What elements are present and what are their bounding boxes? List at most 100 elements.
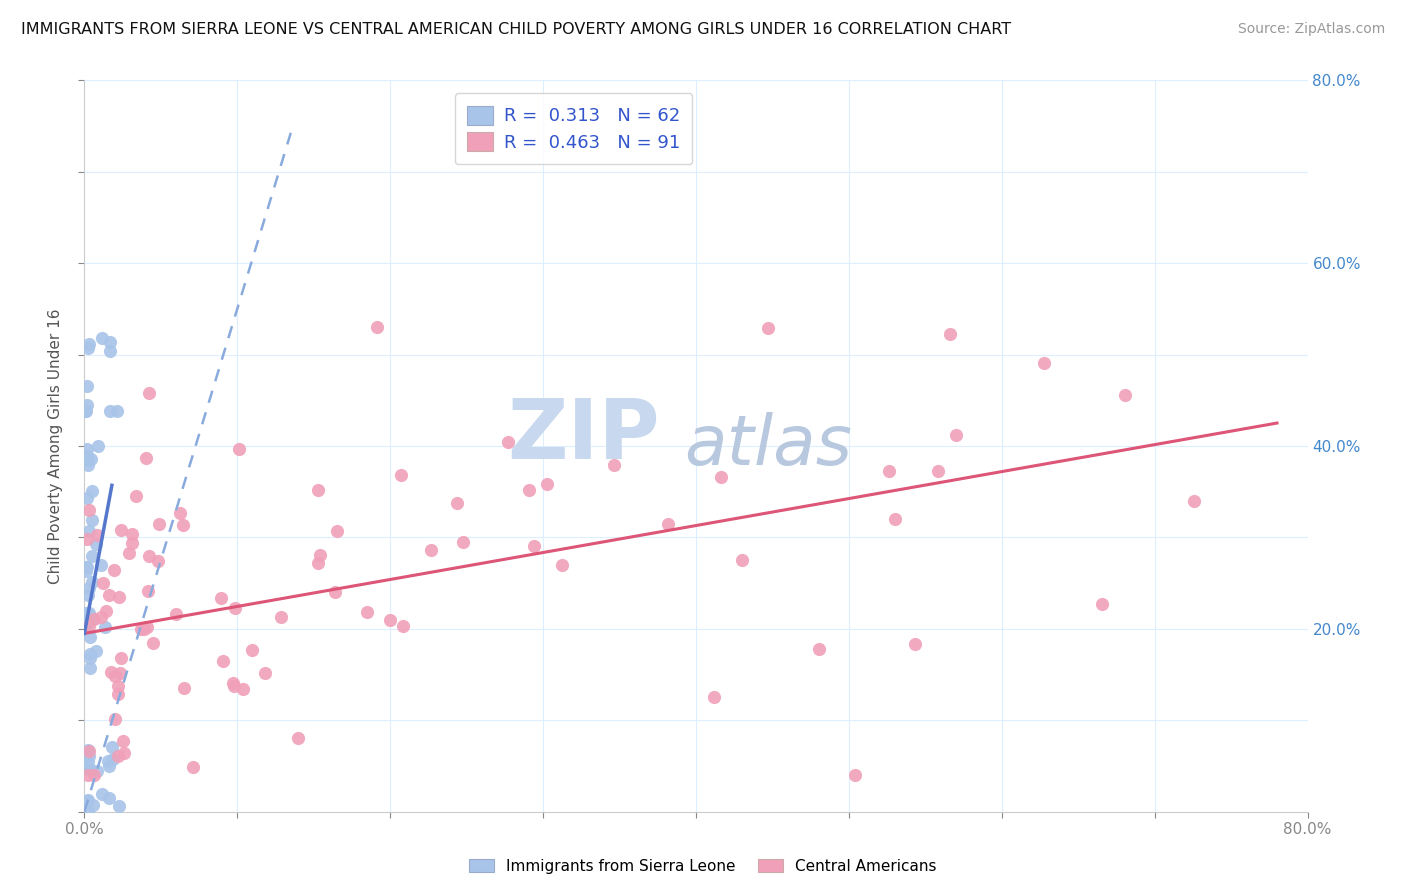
Point: [77, 606, 100, 620]
Point: [270, 610, 292, 624]
Point: [76, 768, 98, 782]
Text: Source: ZipAtlas.com: Source: ZipAtlas.com: [1237, 22, 1385, 37]
Point: [523, 539, 546, 553]
Point: [232, 681, 254, 696]
Point: [121, 526, 143, 541]
Point: [945, 428, 967, 442]
Point: [118, 546, 141, 560]
Point: [76, 588, 98, 602]
Point: [75, 612, 97, 626]
Point: [76, 793, 98, 807]
Point: [94, 620, 117, 634]
Point: [710, 469, 733, 483]
Point: [90, 609, 112, 624]
Point: [101, 752, 124, 766]
Point: [75, 761, 97, 775]
Point: [75, 618, 97, 632]
Point: [1114, 388, 1136, 402]
Point: [136, 620, 159, 634]
Point: [79, 651, 101, 665]
Point: [883, 511, 905, 525]
Point: [76, 458, 98, 472]
Point: [76, 743, 98, 757]
Point: [84, 644, 107, 658]
Point: [110, 650, 132, 665]
Point: [73, 404, 96, 418]
Point: [496, 435, 519, 450]
Legend: Immigrants from Sierra Leone, Central Americans: Immigrants from Sierra Leone, Central Am…: [463, 853, 943, 880]
Point: [97, 754, 120, 768]
Point: [77, 744, 100, 758]
Point: [76, 804, 98, 818]
Point: [83, 768, 105, 782]
Point: [97, 759, 120, 773]
Point: [1033, 356, 1056, 370]
Y-axis label: Child Poverty Among Girls Under 16: Child Poverty Among Girls Under 16: [48, 309, 63, 583]
Point: [135, 450, 157, 465]
Point: [380, 613, 402, 627]
Point: [134, 622, 156, 636]
Point: [91, 576, 114, 591]
Point: [82, 797, 104, 812]
Point: [165, 607, 187, 621]
Point: [76, 491, 98, 506]
Point: [100, 665, 122, 680]
Point: [169, 506, 191, 520]
Point: [446, 496, 468, 510]
Point: [108, 665, 131, 680]
Point: [420, 542, 443, 557]
Point: [148, 516, 170, 531]
Point: [124, 489, 146, 503]
Point: [453, 535, 475, 549]
Point: [79, 452, 101, 467]
Point: [76, 793, 98, 807]
Text: ZIP: ZIP: [506, 394, 659, 475]
Point: [87, 439, 110, 453]
Point: [287, 731, 309, 745]
Point: [77, 337, 100, 351]
Point: [79, 619, 101, 633]
Point: [77, 756, 100, 770]
Point: [90, 558, 112, 572]
Point: [75, 606, 97, 620]
Point: [76, 607, 98, 621]
Point: [307, 556, 329, 570]
Point: [844, 768, 866, 782]
Point: [76, 379, 98, 393]
Point: [76, 533, 98, 547]
Point: [83, 612, 105, 626]
Point: [77, 524, 100, 538]
Legend: R =  0.313   N = 62, R =  0.463   N = 91: R = 0.313 N = 62, R = 0.463 N = 91: [454, 93, 693, 164]
Point: [76, 442, 98, 457]
Point: [307, 483, 329, 497]
Point: [550, 558, 572, 572]
Point: [75, 564, 97, 578]
Point: [209, 591, 232, 605]
Point: [111, 734, 134, 748]
Point: [172, 518, 194, 533]
Point: [84, 537, 107, 551]
Point: [110, 523, 132, 537]
Point: [103, 563, 125, 577]
Point: [807, 642, 830, 657]
Point: [76, 560, 98, 574]
Point: [904, 637, 927, 651]
Point: [536, 476, 558, 491]
Point: [96, 604, 118, 618]
Point: [136, 583, 159, 598]
Point: [228, 442, 250, 456]
Point: [107, 798, 129, 813]
Point: [927, 464, 949, 478]
Point: [76, 450, 98, 464]
Point: [75, 560, 97, 574]
Point: [82, 612, 104, 626]
Point: [86, 528, 108, 542]
Point: [76, 398, 98, 412]
Point: [76, 404, 98, 418]
Point: [173, 681, 195, 695]
Point: [240, 643, 263, 657]
Text: IMMIGRANTS FROM SIERRA LEONE VS CENTRAL AMERICAN CHILD POVERTY AMONG GIRLS UNDER: IMMIGRANTS FROM SIERRA LEONE VS CENTRAL …: [21, 22, 1011, 37]
Point: [138, 386, 160, 401]
Point: [603, 458, 626, 473]
Point: [107, 748, 129, 763]
